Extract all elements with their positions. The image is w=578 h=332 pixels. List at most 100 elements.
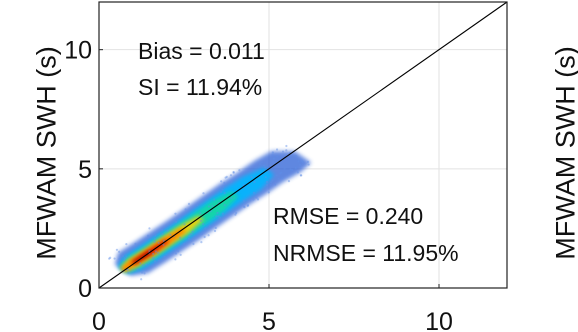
density-point <box>177 250 180 253</box>
density-point <box>281 150 285 153</box>
density-point <box>220 190 223 193</box>
x-axis-ticks: 0 5 10 <box>92 284 453 332</box>
density-point <box>300 159 303 162</box>
density-point <box>264 166 267 169</box>
density-point <box>136 268 139 271</box>
density-point <box>152 252 155 256</box>
y-tick-label: 0 <box>78 275 92 303</box>
density-point <box>294 167 297 170</box>
density-point <box>216 211 219 215</box>
density-point <box>272 161 275 164</box>
density-point <box>219 216 222 219</box>
density-point <box>178 215 181 219</box>
density-point <box>224 176 227 179</box>
density-point <box>275 174 278 177</box>
density-point <box>291 168 294 172</box>
density-point <box>307 163 310 166</box>
density-point <box>118 250 121 253</box>
density-point <box>208 225 212 228</box>
density-point <box>232 171 235 174</box>
density-point <box>281 177 284 180</box>
density-point <box>121 254 124 257</box>
density-point <box>267 191 270 194</box>
density-point <box>300 174 303 177</box>
density-point <box>253 180 256 184</box>
density-point <box>183 223 186 226</box>
density-point <box>246 204 250 207</box>
density-point <box>223 181 226 184</box>
density-point <box>215 215 218 218</box>
density-point <box>223 204 226 207</box>
density-point <box>166 229 169 232</box>
density-point <box>183 242 186 245</box>
density-point <box>279 172 282 175</box>
x-tick-label: 5 <box>262 308 276 332</box>
density-point <box>187 237 190 240</box>
density-point <box>125 243 128 246</box>
density-point <box>276 155 279 158</box>
y-axis-ticks: 0 5 10 <box>64 37 103 303</box>
rmse-annotation: RMSE = 0.240 <box>273 203 424 229</box>
density-point <box>285 144 288 148</box>
density-point <box>113 257 116 260</box>
density-point <box>125 255 128 258</box>
density-point <box>174 220 178 223</box>
density-point <box>153 237 156 240</box>
density-point <box>271 179 274 182</box>
density-point <box>179 236 182 239</box>
density-point <box>174 252 178 255</box>
density-point <box>191 230 194 233</box>
density-point <box>256 198 260 201</box>
density-point <box>196 203 199 207</box>
density-point <box>306 160 310 163</box>
density-point <box>230 197 233 200</box>
plot-frame <box>98 1 508 289</box>
density-point <box>223 191 226 194</box>
density-point <box>192 242 195 246</box>
density-point <box>280 171 283 174</box>
density-point <box>220 180 223 183</box>
density-point <box>162 243 165 246</box>
one-to-one-line <box>98 1 508 289</box>
density-point <box>275 148 279 151</box>
density-point <box>255 196 258 199</box>
density-point <box>265 180 269 184</box>
density-point <box>301 160 304 164</box>
density-point <box>252 198 255 201</box>
density-point <box>259 162 262 166</box>
density-point <box>141 264 144 267</box>
density-point <box>285 149 288 152</box>
density-point <box>242 199 246 203</box>
y-tick-label: 10 <box>64 37 92 65</box>
density-point <box>213 229 217 233</box>
density-point <box>190 233 193 236</box>
density-point <box>204 227 207 230</box>
density-point <box>295 154 298 158</box>
density-point <box>212 198 216 201</box>
density-point <box>211 204 214 208</box>
density-point <box>134 242 137 245</box>
density-point <box>199 219 203 222</box>
density-point <box>158 259 161 262</box>
density-point <box>199 212 202 215</box>
si-annotation: SI = 11.94% <box>138 74 263 100</box>
density-point <box>161 232 164 236</box>
density-point <box>174 212 177 215</box>
density-point <box>250 176 253 179</box>
density-point <box>289 168 292 171</box>
density-point <box>299 174 302 177</box>
density-point <box>264 175 267 179</box>
density-point <box>156 251 160 254</box>
density-point <box>146 234 150 237</box>
density-point <box>157 241 160 245</box>
density-point <box>174 258 177 261</box>
density-point <box>169 233 172 236</box>
density-point <box>232 170 235 174</box>
density-point <box>143 272 146 275</box>
density-point <box>200 241 203 244</box>
nrmse-annotation: NRMSE = 11.95% <box>273 240 459 266</box>
density-point <box>271 151 274 154</box>
density-point <box>123 258 126 262</box>
density-point <box>154 250 157 253</box>
